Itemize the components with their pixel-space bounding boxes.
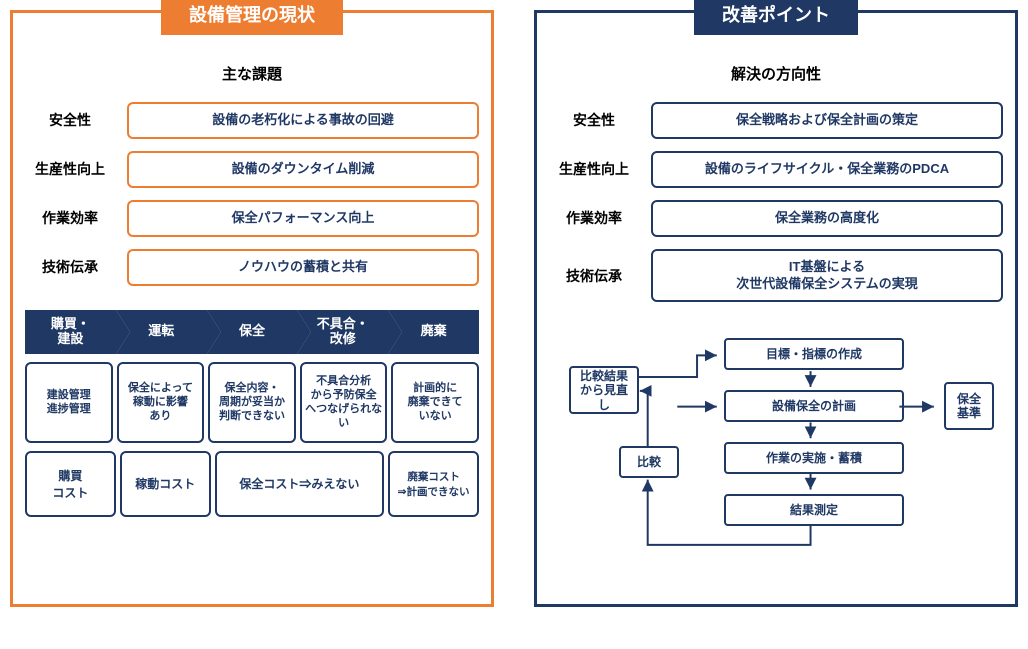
pdca-compare-box: 比較 [619,446,679,478]
grid-cell: 不具合分析 から予防保全 へつなげられない [300,362,388,443]
right-row: 技術伝承 IT基盤による 次世代設備保全システムの実現 [549,249,1003,303]
grid-row-1: 建設管理 進捗管理 保全によって 稼動に影響 あり 保全内容・ 周期が妥当か 判… [25,362,479,443]
right-section-title: 解決の方向性 [549,63,1003,84]
row-label: 技術伝承 [549,266,639,286]
right-row: 作業効率 保全業務の高度化 [549,200,1003,237]
grid-cell: 保全内容・ 周期が妥当か 判断できない [208,362,296,443]
grid-cell: 保全によって 稼動に影響 あり [117,362,205,443]
row-box: ノウハウの蓄積と共有 [127,249,479,286]
pdca-standard-box: 保全 基準 [944,382,994,430]
left-row: 作業効率 保全パフォーマンス向上 [25,200,479,237]
left-row: 技術伝承 ノウハウの蓄積と共有 [25,249,479,286]
left-panel: 設備管理の現状 主な課題 安全性 設備の老朽化による事故の回避 生産性向上 設備… [10,10,494,607]
row-label: 作業効率 [549,208,639,228]
pdca-step: 作業の実施・蓄積 [724,442,904,474]
pdca-diagram: 比較結果 から見直し 比較 目標・指標の作成 設備保全の計画 作業の実施・蓄積 … [549,326,1003,586]
row-box: 保全業務の高度化 [651,200,1003,237]
grid-row-2: 購買 コスト 稼動コスト 保全コスト⇒みえない 廃棄コスト ⇒計画できない [25,451,479,517]
left-rows: 安全性 設備の老朽化による事故の回避 生産性向上 設備のダウンタイム削減 作業効… [25,102,479,286]
right-row: 生産性向上 設備のライフサイクル・保全業務のPDCA [549,151,1003,188]
chevron-row: 購買・ 建設 運転 保全 不具合・ 改修 廃棄 [25,310,479,354]
row-label: 生産性向上 [549,159,639,179]
grid-cell: 保全コスト⇒みえない [215,451,385,517]
grid-cell: 計画的に 廃棄できて いない [391,362,479,443]
grid-cell: 稼動コスト [120,451,211,517]
right-panel: 改善ポイント 解決の方向性 安全性 保全戦略および保全計画の策定 生産性向上 設… [534,10,1018,607]
row-label: 安全性 [549,110,639,130]
right-row: 安全性 保全戦略および保全計画の策定 [549,102,1003,139]
grid-cell: 建設管理 進捗管理 [25,362,113,443]
row-label: 技術伝承 [25,257,115,277]
row-box: 設備のダウンタイム削減 [127,151,479,188]
chevron: 購買・ 建設 [25,310,116,354]
grid-cell: 購買 コスト [25,451,116,517]
left-section-title: 主な課題 [25,63,479,84]
row-label: 安全性 [25,110,115,130]
row-box: 保全パフォーマンス向上 [127,200,479,237]
row-box: IT基盤による 次世代設備保全システムの実現 [651,249,1003,303]
right-panel-title: 改善ポイント [694,0,858,35]
row-box: 設備のライフサイクル・保全業務のPDCA [651,151,1003,188]
pdca-step: 設備保全の計画 [724,390,904,422]
pdca-review-box: 比較結果 から見直し [569,366,639,414]
grid-cell: 廃棄コスト ⇒計画できない [388,451,479,517]
left-panel-title: 設備管理の現状 [161,0,343,35]
row-box: 保全戦略および保全計画の策定 [651,102,1003,139]
right-rows: 安全性 保全戦略および保全計画の策定 生産性向上 設備のライフサイクル・保全業務… [549,102,1003,302]
row-label: 作業効率 [25,208,115,228]
left-row: 安全性 設備の老朽化による事故の回避 [25,102,479,139]
row-label: 生産性向上 [25,159,115,179]
pdca-step: 目標・指標の作成 [724,338,904,370]
row-box: 設備の老朽化による事故の回避 [127,102,479,139]
left-row: 生産性向上 設備のダウンタイム削減 [25,151,479,188]
pdca-step: 結果測定 [724,494,904,526]
